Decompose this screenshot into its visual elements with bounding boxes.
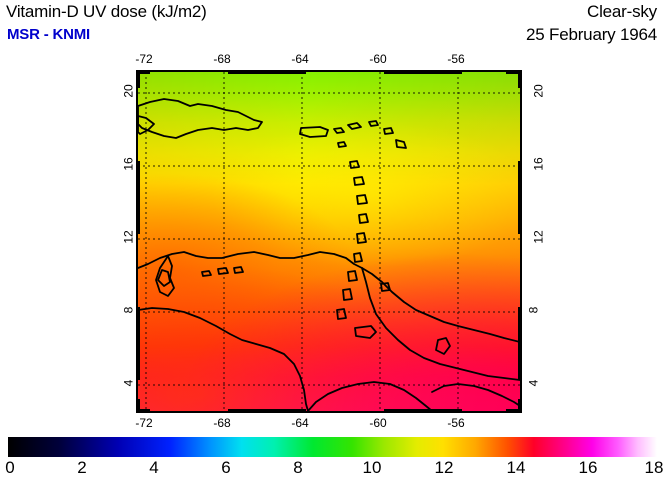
axis-tick-right: 16 (531, 157, 546, 171)
axis-band-bottom (506, 409, 522, 413)
colorbar-tick: 16 (578, 458, 598, 477)
axis-band-left (136, 161, 140, 234)
colorbar-gradient (8, 437, 657, 457)
axis-band-right (518, 70, 522, 88)
axis-tick-right: 12 (531, 230, 546, 244)
axis-tick-top: -60 (369, 52, 387, 66)
axis-tick-bottom: -56 (447, 416, 465, 430)
colorbar-tick: 10 (362, 458, 382, 477)
axis-tick-top: -72 (135, 52, 153, 66)
axis-tick-bottom: -68 (213, 416, 231, 430)
data-source-label: MSR - KNMI (7, 26, 90, 43)
axis-tick-bottom: -72 (135, 416, 153, 430)
axis-tick-left: 20 (121, 84, 136, 98)
axis-band-bottom (228, 409, 306, 413)
axis-band-top (228, 70, 306, 74)
colorbar-tick: 6 (221, 458, 231, 477)
axis-band-left (136, 399, 140, 413)
axis-band-left (136, 70, 140, 88)
colorbar-tick: 4 (149, 458, 159, 477)
colorbar-tick: 18 (644, 458, 664, 477)
axis-tick-bottom: -60 (369, 416, 387, 430)
axis-tick-top: -64 (291, 52, 309, 66)
colorbar-tick: 8 (293, 458, 303, 477)
axis-tick-left: 4 (121, 379, 136, 387)
map-plot-frame (136, 70, 522, 413)
axis-band-right (518, 161, 522, 234)
axis-tick-right: 8 (526, 306, 541, 314)
date-label: 25 February 1964 (526, 25, 657, 44)
axis-tick-left: 8 (121, 306, 136, 314)
axis-tick-left: 12 (121, 230, 136, 244)
axis-tick-right: 20 (531, 84, 546, 98)
axis-tick-top: -68 (213, 52, 231, 66)
axis-band-bottom (384, 409, 462, 413)
axis-band-bottom (136, 409, 150, 413)
axis-band-top (384, 70, 462, 74)
axis-tick-bottom: -64 (291, 416, 309, 430)
sky-condition-label: Clear-sky (587, 2, 657, 21)
axis-band-top (136, 70, 150, 74)
colorbar-tick: 0 (5, 458, 15, 477)
axis-tick-left: 16 (121, 157, 136, 171)
colorbar (8, 437, 657, 457)
axis-band-top (506, 70, 522, 74)
colorbar-tick: 12 (434, 458, 454, 477)
axis-tick-right: 4 (526, 379, 541, 387)
colorbar-tick: 2 (77, 458, 87, 477)
axis-tick-top: -56 (447, 52, 465, 66)
axis-band-left (136, 307, 140, 380)
axis-band-right (518, 399, 522, 413)
colorbar-tick: 14 (506, 458, 526, 477)
heatmap-raster (138, 72, 520, 411)
axis-band-right (518, 307, 522, 380)
page-title: Vitamin-D UV dose (kJ/m2) (6, 2, 207, 21)
